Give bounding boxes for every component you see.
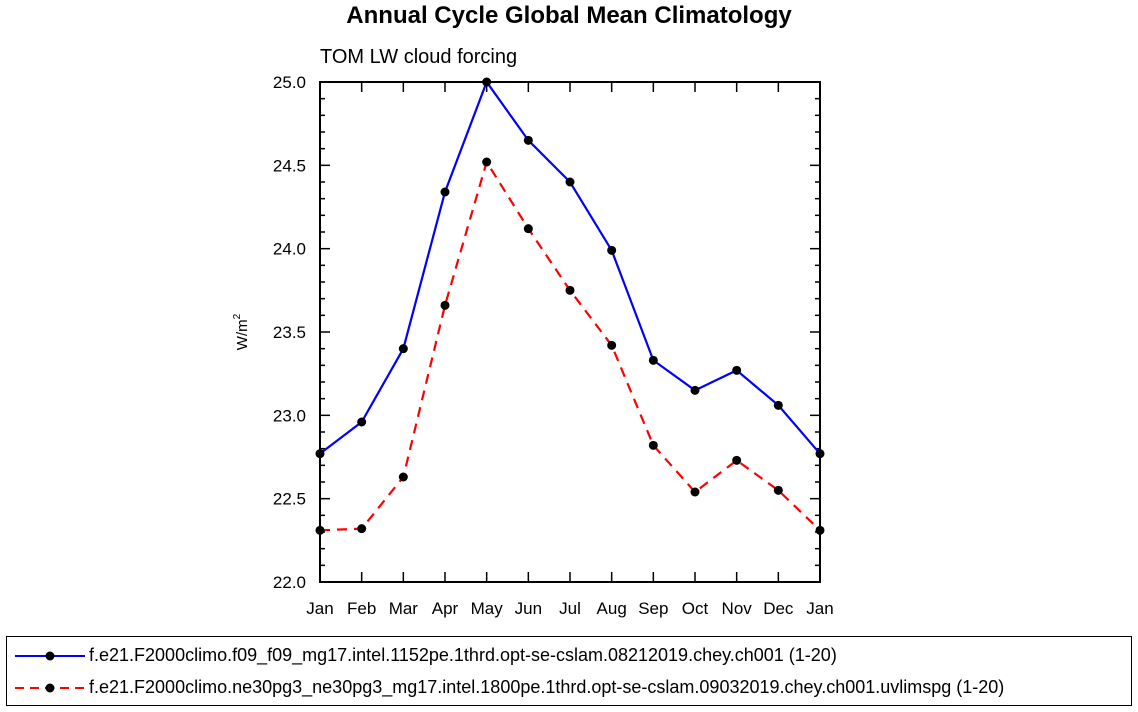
- series-2-point: [315, 525, 325, 535]
- series-line-1: [319, 79, 821, 455]
- series-1-point: [815, 449, 825, 459]
- legend: f.e21.F2000climo.f09_f09_mg17.intel.1152…: [6, 636, 1132, 706]
- series-1-point: [607, 245, 617, 255]
- series-1-point: [648, 355, 658, 365]
- series-1-point: [315, 449, 325, 459]
- legend-item-1: f.e21.F2000climo.f09_f09_mg17.intel.1152…: [7, 641, 1131, 671]
- series-2-point: [565, 285, 575, 295]
- chart-subtitle: TOM LW cloud forcing: [320, 46, 517, 68]
- chart: Annual Cycle Global Mean Climatology TOM…: [232, 2, 834, 618]
- series-2-point: [357, 524, 367, 534]
- series-1-point: [732, 365, 742, 375]
- series-1-point: [440, 187, 450, 197]
- x-tick-label: Nov: [722, 599, 753, 618]
- series-1-point: [482, 77, 492, 87]
- x-tick-label: Jun: [515, 599, 542, 618]
- series-2-point: [440, 300, 450, 310]
- legend-label-1: f.e21.F2000climo.f09_f09_mg17.intel.1152…: [89, 645, 837, 665]
- x-tick-label: Jan: [306, 599, 333, 618]
- y-axis-label: W/m2: [232, 313, 251, 350]
- x-tick-label: Mar: [389, 599, 419, 618]
- series-2-point: [523, 224, 533, 234]
- plot-area: 22.0 22.5 23.0 23.5 24.0 24.5 25.0 Jan Feb Mar Apr…: [273, 73, 834, 618]
- x-tick-label: Apr: [432, 599, 459, 618]
- chart-title: Annual Cycle Global Mean Climatology: [346, 2, 792, 29]
- y-axis-label-base: W/m: [234, 319, 251, 350]
- y-axis-label-superscript: 2: [232, 313, 243, 319]
- series-2-point: [773, 485, 783, 495]
- y-tick-label: 23.0: [273, 406, 306, 425]
- series-1-point: [398, 344, 408, 354]
- legend-item-2: f.e21.F2000climo.ne30pg3_ne30pg3_mg17.in…: [7, 673, 1131, 703]
- x-tick-label: Jul: [559, 599, 581, 618]
- series-1-point: [357, 417, 367, 427]
- y-tick-label: 25.0: [273, 73, 306, 92]
- y-tick-label: 22.5: [273, 490, 306, 509]
- series-2-point: [482, 157, 492, 167]
- plot-frame: [319, 81, 821, 583]
- x-tick-label: Sep: [638, 599, 668, 618]
- x-tick-label: Dec: [763, 599, 794, 618]
- series-1-point: [523, 135, 533, 145]
- legend-marker-1: [15, 651, 85, 661]
- x-tick-label: Jan: [806, 599, 833, 618]
- y-tick-label: 22.0: [273, 573, 306, 592]
- y-tick-label: 24.0: [273, 240, 306, 259]
- series-line-2: [319, 159, 821, 532]
- series-1-point: [690, 385, 700, 395]
- y-tick-label: 23.5: [273, 323, 306, 342]
- x-tick-label: Oct: [682, 599, 709, 618]
- y-tick-label: 24.5: [273, 156, 306, 175]
- series-2-point: [607, 340, 617, 350]
- series-2-point: [815, 525, 825, 535]
- x-tick-label: Aug: [597, 599, 627, 618]
- x-tick-label: Feb: [347, 599, 376, 618]
- series-2-point: [648, 440, 658, 450]
- series-2-point: [398, 472, 408, 482]
- series-2-point: [690, 487, 700, 497]
- series-2-point: [732, 455, 742, 465]
- series-1-point: [565, 177, 575, 187]
- series-1-point: [773, 400, 783, 410]
- legend-label-2: f.e21.F2000climo.ne30pg3_ne30pg3_mg17.in…: [89, 677, 1005, 697]
- x-tick-label: May: [471, 599, 504, 618]
- legend-marker-2: [15, 683, 85, 693]
